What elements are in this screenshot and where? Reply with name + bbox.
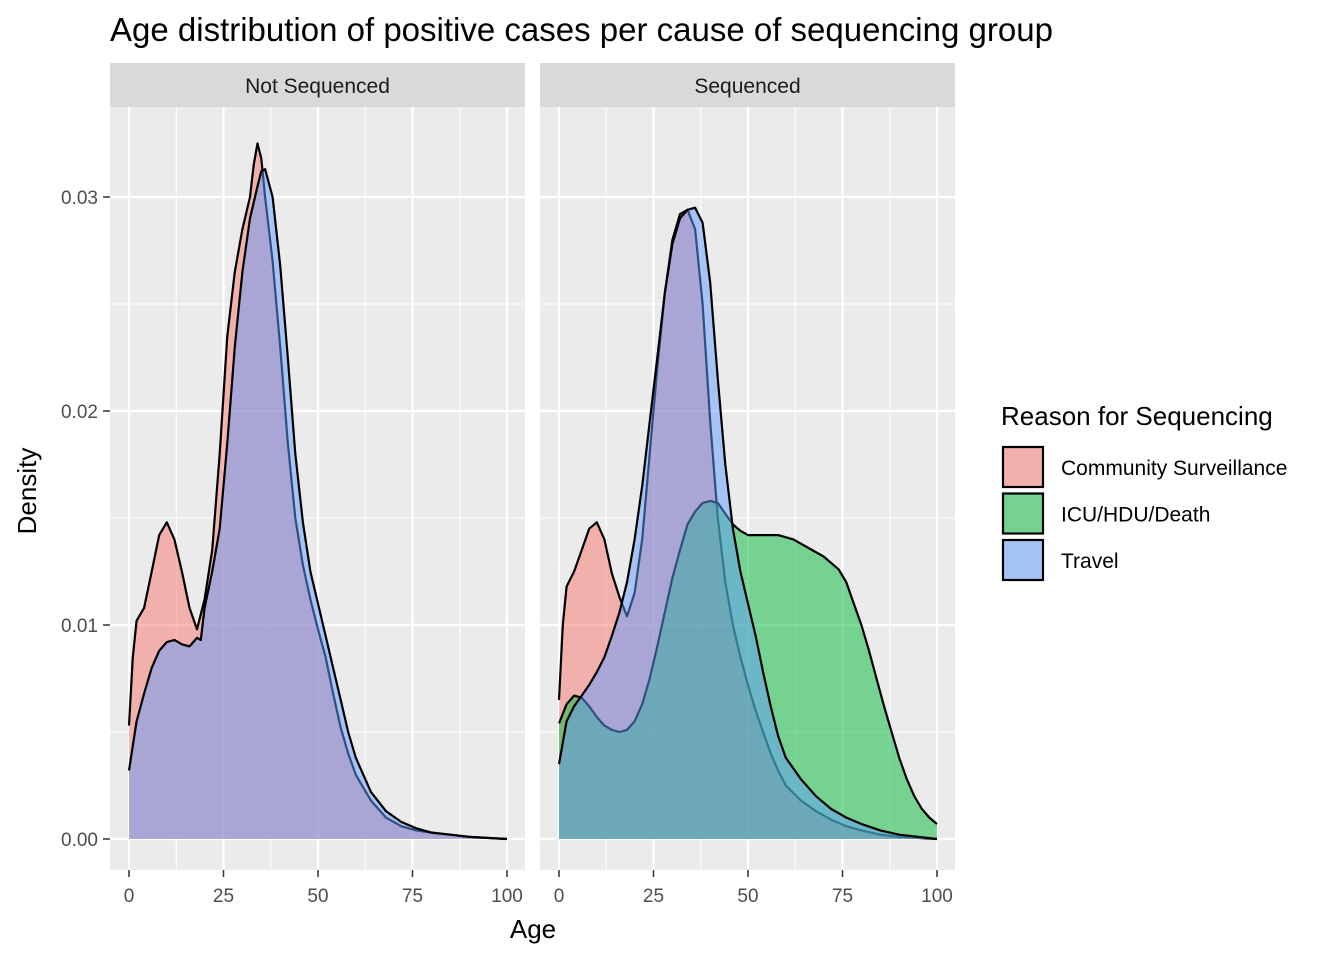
legend-label: ICU/HDU/Death	[1061, 504, 1210, 527]
legend-swatch	[1001, 538, 1045, 582]
legend-label: Community Surveillance	[1061, 457, 1287, 480]
y-tick-label: 0.01	[61, 616, 98, 637]
panels: Not Sequenced 0 25 50 75 100 0.00 0.01 0.02 0.03 S…	[61, 63, 955, 907]
x-tick-label: 100	[491, 886, 523, 907]
density-line-travel	[127, 168, 508, 841]
y-tick-label: 0.03	[61, 188, 98, 209]
legend-title: Reason for Sequencing	[1001, 401, 1273, 431]
x-tick-label: 75	[402, 886, 423, 907]
density-line-travel	[557, 206, 938, 841]
legend-label: Travel	[1061, 550, 1119, 573]
legend: Reason for Sequencing Community Surveill…	[1001, 401, 1287, 582]
x-tick-label: 50	[737, 886, 758, 907]
panel-1: Sequenced 0 25 50 75 100	[540, 63, 955, 907]
x-tick-label: 25	[643, 886, 664, 907]
x-tick-label: 25	[213, 886, 234, 907]
legend-swatch	[1001, 492, 1045, 535]
x-tick-label: 100	[921, 886, 953, 907]
legend-item: ICU/HDU/Death	[1001, 492, 1210, 535]
x-axis-title: Age	[510, 914, 556, 944]
panel-strip-label: Sequenced	[694, 75, 800, 98]
x-tick-label: 0	[554, 886, 565, 907]
x-tick-label: 0	[124, 886, 135, 907]
density-area-travel	[129, 169, 507, 839]
panel-0: Not Sequenced 0 25 50 75 100 0.00 0.01 0.02 0.03	[61, 63, 525, 907]
legend-item: Community Surveillance	[1001, 445, 1287, 489]
chart-title: Age distribution of positive cases per c…	[110, 11, 1053, 48]
y-axis-title: Density	[12, 448, 42, 535]
legend-swatch	[1001, 445, 1045, 489]
legend-item: Travel	[1001, 538, 1119, 582]
panel-strip	[540, 63, 955, 107]
y-tick-label: 0.02	[61, 402, 98, 423]
x-tick-label: 75	[832, 886, 853, 907]
panel-strip	[110, 63, 525, 107]
density-area-travel	[559, 207, 937, 839]
x-tick-label: 50	[307, 886, 328, 907]
panel-strip-label: Not Sequenced	[245, 75, 390, 98]
y-tick-label: 0.00	[61, 830, 98, 851]
